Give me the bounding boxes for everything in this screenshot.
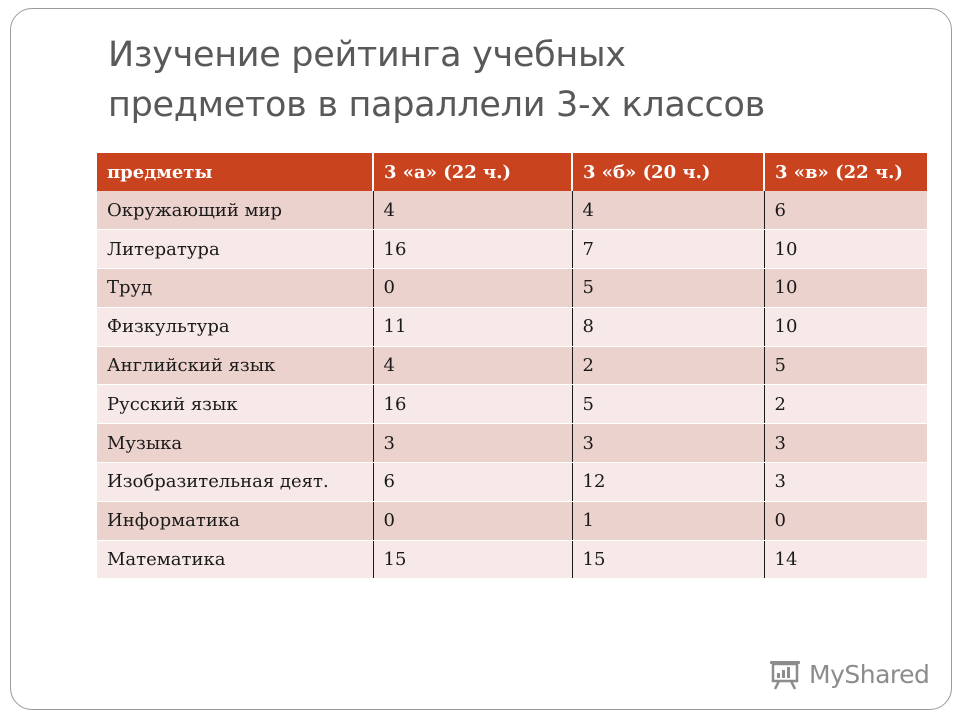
value-cell: 16 bbox=[373, 229, 573, 270]
myshared-watermark: MyShared bbox=[767, 654, 930, 694]
value-cell: 15 bbox=[572, 540, 765, 580]
value-cell: 15 bbox=[373, 540, 573, 580]
title-line-2: предметов в параллели 3-х классов bbox=[108, 85, 765, 125]
value-cell: 10 bbox=[764, 229, 927, 270]
header-subjects: предметы bbox=[97, 153, 374, 191]
value-cell: 2 bbox=[572, 346, 765, 386]
subject-cell: Английский язык bbox=[97, 346, 374, 386]
value-cell: 5 bbox=[572, 268, 765, 308]
value-cell: 6 bbox=[764, 191, 927, 231]
value-cell: 4 bbox=[373, 191, 573, 231]
value-cell: 16 bbox=[373, 384, 573, 425]
table-row: Музыка 3 3 3 bbox=[97, 423, 927, 464]
value-cell: 5 bbox=[572, 384, 765, 425]
value-cell: 3 bbox=[764, 423, 927, 464]
value-cell: 8 bbox=[572, 307, 765, 347]
watermark-text: MyShared bbox=[809, 659, 930, 689]
table-header-row: предметы 3 «а» (22 ч.) 3 «б» (20 ч.) 3 «… bbox=[97, 153, 927, 191]
slide-title: Изучение рейтинга учебных предметов в па… bbox=[108, 30, 908, 130]
subject-cell: Окружающий мир bbox=[97, 191, 374, 231]
value-cell: 5 bbox=[764, 346, 927, 386]
value-cell: 12 bbox=[572, 462, 765, 502]
subject-cell: Труд bbox=[97, 268, 374, 308]
header-class-3b: 3 «б» (20 ч.) bbox=[572, 153, 765, 191]
table-row: Информатика 0 1 0 bbox=[97, 501, 927, 541]
table-row: Изобразительная деят. 6 12 3 bbox=[97, 462, 927, 502]
value-cell: 3 bbox=[373, 423, 573, 464]
presentation-board-icon bbox=[770, 661, 800, 690]
value-cell: 1 bbox=[572, 501, 765, 541]
subject-cell: Изобразительная деят. bbox=[97, 462, 374, 502]
table-row: Русский язык 16 5 2 bbox=[97, 384, 927, 425]
subject-cell: Русский язык bbox=[97, 384, 374, 425]
value-cell: 11 bbox=[373, 307, 573, 347]
value-cell: 3 bbox=[572, 423, 765, 464]
title-line-1: Изучение рейтинга учебных bbox=[108, 35, 626, 75]
subject-cell: Музыка bbox=[97, 423, 374, 464]
table-row: Труд 0 5 10 bbox=[97, 268, 927, 308]
value-cell: 6 bbox=[373, 462, 573, 502]
value-cell: 2 bbox=[764, 384, 927, 425]
table-row: Математика 15 15 14 bbox=[97, 540, 927, 580]
table-row: Физкультура 11 8 10 bbox=[97, 307, 927, 347]
subject-cell: Информатика bbox=[97, 501, 374, 541]
value-cell: 10 bbox=[764, 307, 927, 347]
table-row: Английский язык 4 2 5 bbox=[97, 346, 927, 386]
value-cell: 0 bbox=[373, 501, 573, 541]
value-cell: 7 bbox=[572, 229, 765, 270]
value-cell: 14 bbox=[764, 540, 927, 580]
value-cell: 0 bbox=[764, 501, 927, 541]
table-row: Окружающий мир 4 4 6 bbox=[97, 191, 927, 231]
header-class-3a: 3 «а» (22 ч.) bbox=[373, 153, 573, 191]
value-cell: 3 bbox=[764, 462, 927, 502]
rating-table: предметы 3 «а» (22 ч.) 3 «б» (20 ч.) 3 «… bbox=[97, 153, 927, 580]
subject-cell: Физкультура bbox=[97, 307, 374, 347]
value-cell: 10 bbox=[764, 268, 927, 308]
value-cell: 0 bbox=[373, 268, 573, 308]
header-class-3v: 3 «в» (22 ч.) bbox=[764, 153, 927, 191]
subject-cell: Литература bbox=[97, 229, 374, 270]
value-cell: 4 bbox=[373, 346, 573, 386]
subject-cell: Математика bbox=[97, 540, 374, 580]
table-row: Литература 16 7 10 bbox=[97, 229, 927, 270]
value-cell: 4 bbox=[572, 191, 765, 231]
